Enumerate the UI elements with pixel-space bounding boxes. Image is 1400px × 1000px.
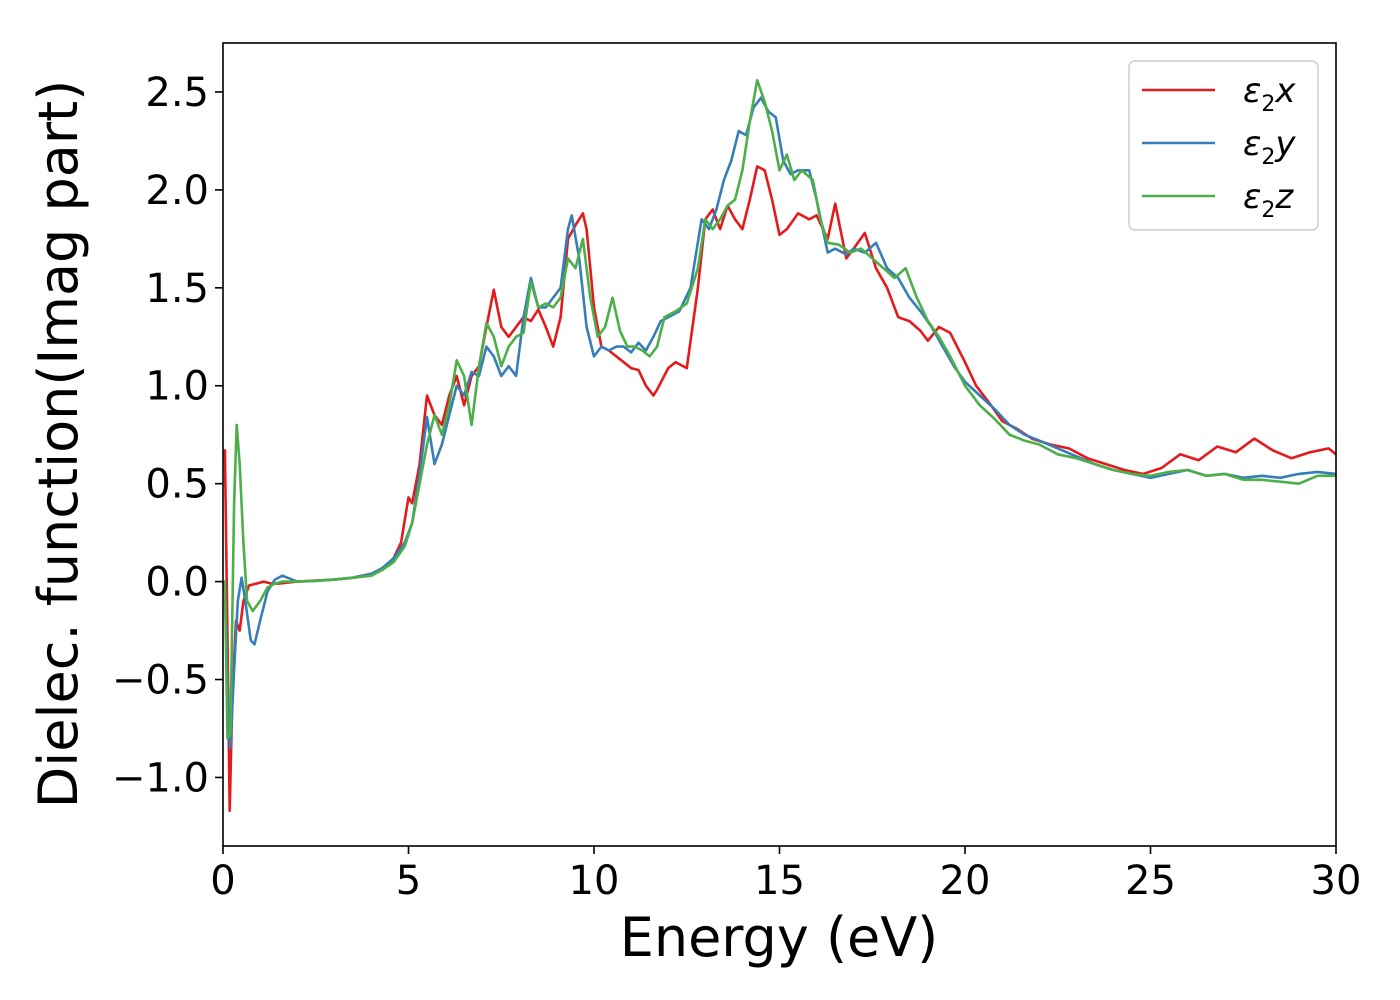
series-layer <box>223 78 1336 812</box>
legend-box <box>1128 60 1319 231</box>
y-tick-label: 2.0 <box>145 168 209 214</box>
y-tick-label: 1.5 <box>145 266 209 312</box>
x-tick-label: 25 <box>1125 858 1176 904</box>
y-axis: −1.0 −0.5 0.0 0.5 1.0 1.5 2.0 2.5 <box>112 70 223 801</box>
legend: ε2x ε2y ε2z <box>1128 60 1319 231</box>
y-tick-label: 1.0 <box>145 364 209 410</box>
legend-label-x: ε2x <box>1243 71 1296 117</box>
x-tick-label: 15 <box>754 858 805 904</box>
x-tick-label: 20 <box>940 858 991 904</box>
series-line-z <box>223 78 1336 740</box>
y-tick-label: 2.5 <box>145 70 209 116</box>
x-tick-label: 0 <box>210 858 235 904</box>
y-tick-label: 0.5 <box>145 462 209 508</box>
series-line-y <box>223 96 1336 750</box>
y-tick-label: 0.0 <box>145 560 209 606</box>
x-tick-label: 10 <box>569 858 620 904</box>
legend-label-z: ε2z <box>1243 177 1294 223</box>
y-tick-label: −1.0 <box>112 755 209 801</box>
y-tick-label: −0.5 <box>112 658 209 704</box>
legend-label-y: ε2y <box>1243 124 1296 170</box>
x-axis: 0 5 10 15 20 25 30 <box>210 846 1361 904</box>
x-tick-label: 5 <box>396 858 421 904</box>
y-axis-label: Dielec. function(Imag part) <box>27 80 90 809</box>
series-line-x <box>223 165 1336 812</box>
x-tick-label: 30 <box>1311 858 1362 904</box>
x-axis-label: Energy (eV) <box>620 906 939 969</box>
